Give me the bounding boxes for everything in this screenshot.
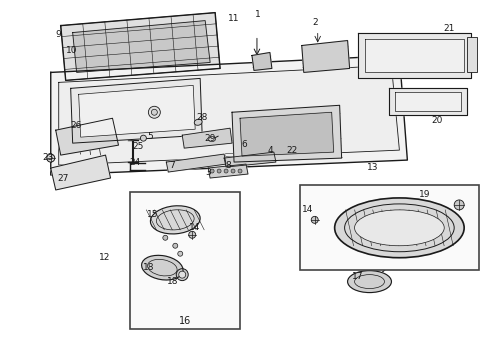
Text: 18: 18 [166, 277, 178, 286]
Ellipse shape [194, 119, 202, 125]
Text: 5: 5 [147, 132, 153, 141]
Ellipse shape [310, 216, 318, 223]
Polygon shape [59, 66, 399, 165]
Text: 7: 7 [169, 161, 175, 170]
Polygon shape [388, 88, 466, 115]
Polygon shape [51, 55, 407, 175]
Text: 13: 13 [366, 163, 378, 172]
Text: 14: 14 [188, 223, 200, 232]
Text: 16: 16 [179, 316, 191, 327]
Ellipse shape [354, 210, 443, 246]
Text: 27: 27 [57, 174, 68, 183]
Polygon shape [73, 21, 210, 72]
Text: 2: 2 [311, 18, 317, 27]
Ellipse shape [140, 135, 146, 141]
Ellipse shape [453, 200, 463, 210]
Text: 15: 15 [146, 210, 158, 219]
Ellipse shape [47, 154, 55, 162]
Ellipse shape [230, 169, 235, 173]
Ellipse shape [217, 169, 221, 173]
Ellipse shape [176, 269, 188, 280]
Text: 24: 24 [129, 158, 141, 167]
Ellipse shape [210, 169, 214, 173]
Text: 9: 9 [56, 30, 61, 39]
Ellipse shape [188, 231, 195, 238]
Text: 8: 8 [225, 161, 230, 170]
Ellipse shape [334, 198, 463, 258]
Text: 22: 22 [285, 145, 297, 154]
Text: 26: 26 [70, 121, 81, 130]
Text: 23: 23 [42, 153, 53, 162]
Polygon shape [301, 41, 349, 72]
Ellipse shape [178, 251, 183, 256]
Text: 3: 3 [205, 167, 211, 176]
Text: 6: 6 [241, 140, 246, 149]
Polygon shape [224, 152, 275, 167]
Polygon shape [208, 164, 247, 178]
Polygon shape [395, 92, 460, 111]
Polygon shape [79, 85, 195, 137]
Polygon shape [251, 53, 271, 71]
FancyBboxPatch shape [466, 37, 476, 72]
Text: 18: 18 [142, 263, 154, 272]
Ellipse shape [151, 109, 157, 115]
Text: 4: 4 [266, 145, 272, 154]
Text: 19: 19 [418, 190, 429, 199]
Text: 25: 25 [132, 141, 144, 150]
Polygon shape [71, 78, 202, 143]
Ellipse shape [179, 271, 185, 278]
Polygon shape [232, 105, 341, 162]
Text: 29: 29 [204, 134, 215, 143]
Text: 21: 21 [443, 24, 454, 33]
Text: 20: 20 [431, 116, 442, 125]
Ellipse shape [150, 206, 200, 234]
Polygon shape [357, 32, 470, 78]
Polygon shape [56, 118, 118, 155]
Text: 14: 14 [302, 206, 313, 215]
Text: 12: 12 [99, 253, 110, 262]
Ellipse shape [347, 271, 390, 293]
Ellipse shape [238, 169, 242, 173]
Text: 28: 28 [196, 113, 207, 122]
Text: 10: 10 [66, 46, 77, 55]
Ellipse shape [148, 106, 160, 118]
Polygon shape [364, 39, 463, 72]
Ellipse shape [142, 255, 183, 280]
Ellipse shape [208, 137, 215, 142]
Polygon shape [182, 128, 232, 148]
Text: 11: 11 [228, 14, 239, 23]
Polygon shape [51, 155, 110, 190]
Text: 1: 1 [255, 10, 260, 19]
Polygon shape [166, 154, 225, 172]
Polygon shape [240, 112, 333, 156]
FancyBboxPatch shape [130, 192, 240, 329]
FancyBboxPatch shape [299, 185, 478, 270]
Ellipse shape [163, 235, 167, 240]
Ellipse shape [224, 169, 227, 173]
Text: 17: 17 [351, 272, 363, 281]
Polygon shape [61, 13, 220, 80]
Ellipse shape [172, 243, 178, 248]
